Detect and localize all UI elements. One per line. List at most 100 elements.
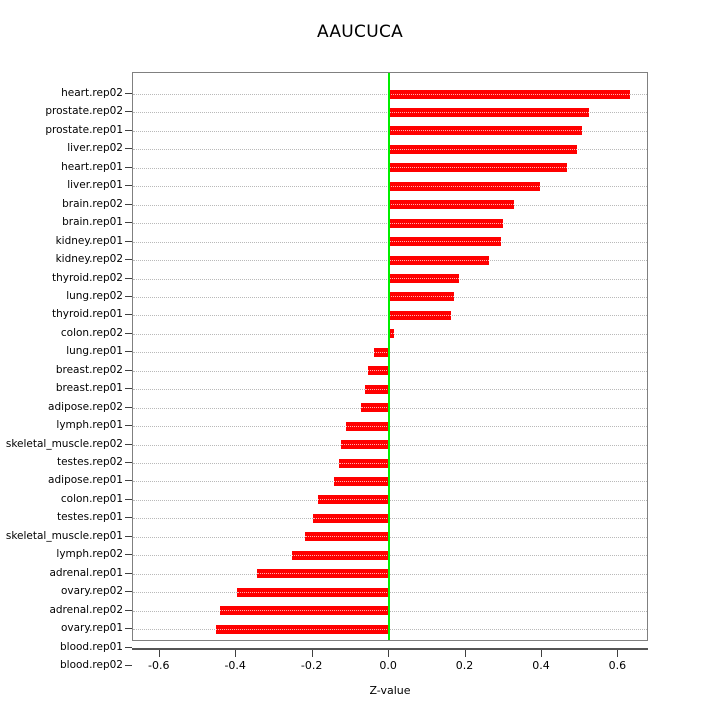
bar xyxy=(237,587,390,597)
y-axis-tick-label: heart.rep02 xyxy=(61,86,123,99)
y-axis-tick-mark xyxy=(125,314,132,316)
x-axis-tick-label: -0.6 xyxy=(148,659,170,672)
bar xyxy=(389,292,454,302)
bar-grid-overlay xyxy=(389,93,631,96)
chart-title: AAUCUCA xyxy=(316,22,404,42)
bar xyxy=(216,624,390,634)
bar xyxy=(291,550,390,560)
y-axis-tick-label: adrenal.rep01 xyxy=(49,566,123,579)
y-axis-tick-mark xyxy=(125,664,132,666)
y-axis-tick-label: kidney.rep02 xyxy=(55,252,123,265)
y-axis-tick-label: liver.rep02 xyxy=(67,142,123,155)
y-axis-tick-label: adipose.rep01 xyxy=(48,474,123,487)
y-axis-tick-mark xyxy=(125,93,132,94)
bar-grid-overlay xyxy=(304,536,390,538)
y-axis-tick-mark xyxy=(125,166,132,168)
y-axis-tick-mark xyxy=(125,111,132,113)
y-axis-tick-mark xyxy=(125,425,132,427)
y-axis-tick-label: lung.rep02 xyxy=(66,289,123,302)
y-axis-tick-label: ovary.rep01 xyxy=(60,621,123,634)
bar xyxy=(346,421,390,431)
bar-grid-overlay xyxy=(237,591,390,594)
bar-grid-overlay xyxy=(346,425,390,428)
y-axis-tick-mark xyxy=(125,351,132,353)
y-axis-tick-label: heart.rep01 xyxy=(61,160,123,173)
bar xyxy=(220,606,390,616)
bar xyxy=(389,89,631,99)
y-axis-tick-mark xyxy=(125,628,132,630)
y-axis-tick-mark xyxy=(125,462,132,463)
x-axis-tick-mark xyxy=(311,650,313,657)
bar-grid-overlay xyxy=(389,333,394,335)
y-axis-tick-mark xyxy=(125,295,132,297)
bar-grid-overlay xyxy=(389,204,515,206)
y-axis-tick-mark xyxy=(125,222,132,224)
y-axis-tick-mark xyxy=(125,277,132,279)
bar-grid-overlay xyxy=(389,148,577,151)
y-axis-tick-mark xyxy=(125,203,132,205)
bar-grid-overlay xyxy=(389,259,490,262)
x-axis-tick-mark xyxy=(617,650,619,657)
y-axis-tick-label: ovary.rep02 xyxy=(60,584,123,597)
bar-grid-overlay xyxy=(312,517,390,520)
bar xyxy=(389,255,490,265)
bar xyxy=(389,218,504,228)
bar-grid-overlay xyxy=(220,610,390,612)
x-axis-tick-label: 0.2 xyxy=(455,659,474,672)
bar-grid-overlay xyxy=(389,185,541,188)
plot-inner xyxy=(133,73,647,640)
bar-grid-overlay xyxy=(389,111,589,114)
y-axis-tick-mark xyxy=(125,129,132,131)
y-axis-tick-label: lung.rep01 xyxy=(66,345,123,358)
x-axis-tick-label: 0.0 xyxy=(379,659,397,672)
plot-area xyxy=(132,72,648,641)
y-axis-tick-label: lymph.rep01 xyxy=(56,418,123,431)
bar-grid-overlay xyxy=(374,351,390,354)
y-axis-tick-label: prostate.rep01 xyxy=(45,123,123,136)
y-axis-tick-mark xyxy=(125,535,132,537)
bar-grid-overlay xyxy=(365,388,390,391)
bar xyxy=(334,476,390,486)
bar xyxy=(389,274,460,283)
x-axis-tick-label: -0.4 xyxy=(224,659,246,672)
bar xyxy=(389,237,502,247)
y-axis-tick-mark xyxy=(125,480,132,482)
x-axis-tick-mark xyxy=(540,650,542,657)
bar-grid-overlay xyxy=(389,296,454,298)
bar xyxy=(389,163,567,173)
bar xyxy=(341,440,390,450)
x-axis-tick-mark xyxy=(464,650,466,657)
bar xyxy=(257,569,390,579)
bar xyxy=(365,384,390,394)
bar xyxy=(304,532,390,542)
y-axis-tick-label: kidney.rep01 xyxy=(55,234,123,247)
bar-grid-overlay xyxy=(361,407,390,409)
bar-grid-overlay xyxy=(389,278,460,280)
y-axis-tick-labels: heart.rep02 prostate.rep02 prostate.rep01 l… xyxy=(0,0,123,720)
y-axis-tick-mark xyxy=(125,646,132,648)
y-axis-tick-label: testes.rep02 xyxy=(56,455,123,468)
bar xyxy=(389,107,589,117)
bar xyxy=(389,181,541,191)
y-axis-tick-label: blood.rep01 xyxy=(59,640,123,653)
x-axis-tick-label: -0.2 xyxy=(300,659,323,672)
bar xyxy=(317,495,390,505)
y-axis-tick-mark xyxy=(125,572,132,574)
y-axis-tick-mark xyxy=(125,591,132,593)
bar-grid-overlay xyxy=(368,370,390,372)
bar-grid-overlay xyxy=(389,130,583,132)
bar-grid-overlay xyxy=(334,480,390,483)
y-axis-tick-label: colon.rep02 xyxy=(60,326,123,339)
y-axis-tick-label: thyroid.rep02 xyxy=(52,271,123,284)
bar xyxy=(389,126,583,136)
bar xyxy=(361,403,390,413)
y-axis-tick-mark xyxy=(125,148,132,150)
bar-grid-overlay xyxy=(317,499,390,501)
x-axis-tick-mark xyxy=(158,650,160,657)
x-axis-tick-label: 0.6 xyxy=(608,659,627,672)
y-axis-tick-mark xyxy=(125,609,132,611)
y-axis-tick-mark xyxy=(125,240,132,242)
y-axis-tick-mark xyxy=(125,554,132,556)
bar xyxy=(312,513,390,523)
